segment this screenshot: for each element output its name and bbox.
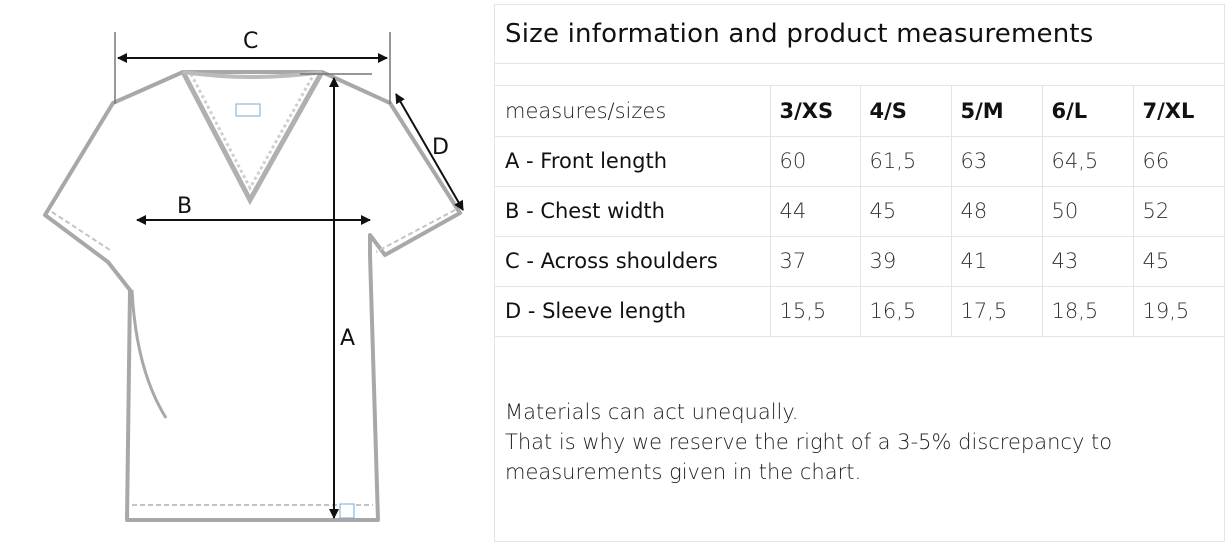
table-cell: 17,5 xyxy=(950,286,1042,337)
title-row: Size information and product measurement… xyxy=(495,5,1224,64)
table-cell: 61,5 xyxy=(859,136,951,187)
size-table-panel: Size information and product measurement… xyxy=(494,4,1225,542)
table-cell: 66 xyxy=(1132,136,1224,187)
page-title: Size information and product measurement… xyxy=(505,19,1094,49)
row-label: A - Front length xyxy=(495,136,770,187)
table-row: A - Front length 60 61,5 63 64,5 66 xyxy=(495,136,1224,187)
note-line: measurements given in the chart. xyxy=(505,460,862,484)
measure-d-label: D xyxy=(432,135,449,160)
table-cell: 15,5 xyxy=(769,286,860,337)
column-header: 5/M xyxy=(950,86,1042,137)
row-label: C - Across shoulders xyxy=(495,236,770,287)
column-header: measures/sizes xyxy=(495,86,770,137)
size-table: measures/sizes 3/XS 4/S 5/M 6/L 7/XL A -… xyxy=(495,86,1224,337)
measure-b-label: B xyxy=(177,194,192,219)
spacer-row xyxy=(495,64,1224,86)
v-neck-tshirt-icon xyxy=(43,70,462,522)
table-header-row: measures/sizes 3/XS 4/S 5/M 6/L 7/XL xyxy=(495,86,1224,137)
table-cell: 45 xyxy=(859,186,951,237)
column-header: 6/L xyxy=(1041,86,1133,137)
table-cell: 19,5 xyxy=(1132,286,1224,337)
row-label: D - Sleeve length xyxy=(495,286,770,337)
table-cell: 18,5 xyxy=(1041,286,1133,337)
table-cell: 43 xyxy=(1041,236,1133,287)
disclaimer-note: Materials can act unequally. That is why… xyxy=(505,397,1205,487)
table-cell: 44 xyxy=(769,186,860,237)
measure-c-label: C xyxy=(243,29,258,54)
table-cell: 37 xyxy=(769,236,860,287)
table-cell: 45 xyxy=(1132,236,1224,287)
column-header: 3/XS xyxy=(769,86,860,137)
tshirt-measurement-diagram: C B A D xyxy=(43,29,464,522)
table-row: C - Across shoulders 37 39 41 43 45 xyxy=(495,236,1224,287)
table-cell: 63 xyxy=(950,136,1042,187)
table-cell: 52 xyxy=(1132,186,1224,237)
table-cell: 48 xyxy=(950,186,1042,237)
measure-d-line xyxy=(395,93,464,211)
note-line: Materials can act unequally. xyxy=(505,400,799,424)
table-cell: 16,5 xyxy=(859,286,951,337)
column-header: 4/S xyxy=(859,86,951,137)
table-cell: 60 xyxy=(769,136,860,187)
table-cell: 64,5 xyxy=(1041,136,1133,187)
column-header: 7/XL xyxy=(1132,86,1224,137)
row-label: B - Chest width xyxy=(495,186,770,237)
measure-a-label: A xyxy=(340,326,355,351)
table-row: B - Chest width 44 45 48 50 52 xyxy=(495,186,1224,237)
note-line: That is why we reserve the right of a 3-… xyxy=(505,430,1113,454)
table-row: D - Sleeve length 15,5 16,5 17,5 18,5 19… xyxy=(495,286,1224,337)
table-cell: 50 xyxy=(1041,186,1133,237)
table-cell: 41 xyxy=(950,236,1042,287)
table-cell: 39 xyxy=(859,236,951,287)
